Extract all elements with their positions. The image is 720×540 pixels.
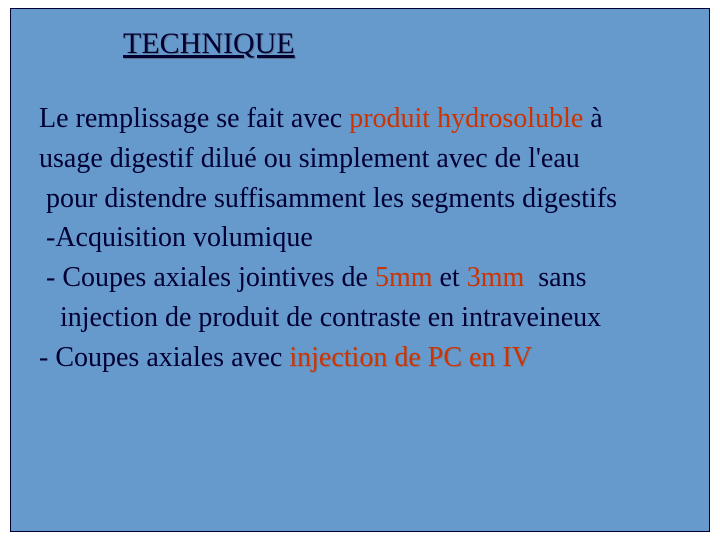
body-line-6: injection de produit de contraste en int… bbox=[39, 298, 681, 338]
body-text: sans bbox=[524, 262, 586, 293]
body-line-1: Le remplissage se fait avec produit hydr… bbox=[39, 99, 681, 139]
body-text: - Coupes axiales jointives de bbox=[39, 262, 375, 293]
body-text: -Acquisition volumique bbox=[39, 222, 313, 253]
body-text: à bbox=[583, 103, 602, 134]
body-text: usage digestif dilué ou simplement avec … bbox=[39, 143, 580, 174]
body-text: injection de produit de contraste en int… bbox=[39, 302, 601, 333]
body-line-2: usage digestif dilué ou simplement avec … bbox=[39, 139, 681, 179]
slide-title: TECHNIQUE bbox=[123, 27, 681, 61]
highlight-5mm: 5mm bbox=[375, 262, 433, 293]
body-text: pour distendre suffisamment les segments… bbox=[39, 183, 617, 214]
body-line-5: - Coupes axiales jointives de 5mm et 3mm… bbox=[39, 258, 681, 298]
body-text: Le remplissage se fait avec bbox=[39, 103, 349, 134]
highlight-injection-pc-iv: injection de PC en IV bbox=[289, 342, 532, 373]
body-text: - Coupes axiales avec bbox=[39, 342, 289, 373]
slide-body: Le remplissage se fait avec produit hydr… bbox=[39, 99, 681, 377]
body-text: et bbox=[433, 262, 467, 293]
body-line-3: pour distendre suffisamment les segments… bbox=[39, 179, 681, 219]
highlight-produit-hydrosoluble: produit hydrosoluble bbox=[349, 103, 583, 134]
slide-container: TECHNIQUE Le remplissage se fait avec pr… bbox=[10, 8, 710, 532]
body-line-4: -Acquisition volumique bbox=[39, 218, 681, 258]
body-line-7: - Coupes axiales avec injection de PC en… bbox=[39, 338, 681, 378]
highlight-3mm: 3mm bbox=[467, 262, 525, 293]
